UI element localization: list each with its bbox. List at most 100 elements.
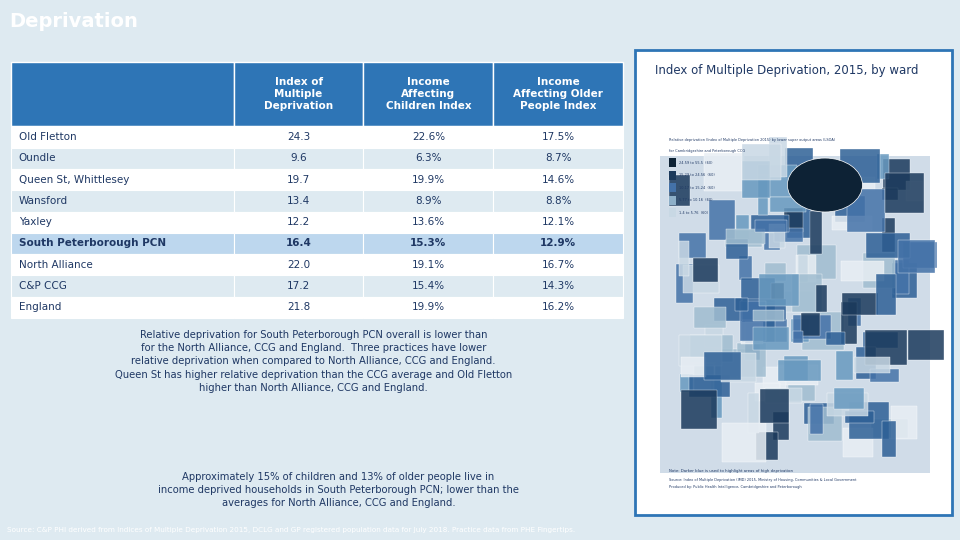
Bar [862,253,895,288]
Bar [809,212,822,254]
Text: Yaxley: Yaxley [19,217,52,227]
Bar [834,388,864,409]
Bar [779,361,821,381]
Bar [669,171,676,180]
Text: 24.3: 24.3 [287,132,310,142]
Bar [756,220,787,232]
Bar [799,255,807,282]
Bar [898,240,935,273]
Bar [493,254,623,275]
Bar [364,147,493,169]
Text: North Alliance: North Alliance [19,260,92,270]
Bar [364,254,493,275]
Text: Income
Affecting
Children Index: Income Affecting Children Index [386,77,471,111]
Text: South Peterborough PCN: South Peterborough PCN [19,239,166,248]
Bar [827,393,869,416]
FancyBboxPatch shape [635,50,951,515]
Text: 8.9%: 8.9% [415,196,442,206]
Text: England: England [19,302,61,313]
Bar [758,274,799,306]
Text: Index of Multiple Deprivation, 2015, by ward: Index of Multiple Deprivation, 2015, by … [655,64,918,77]
Bar [233,126,364,147]
Bar [680,374,692,393]
Bar [493,297,623,318]
Bar [808,407,842,441]
Bar [669,208,676,218]
Text: 19.1%: 19.1% [412,260,444,270]
Bar [364,233,493,254]
Bar [233,275,364,297]
Text: Relative deprivation (Index of Multiple Deprivation 2015) by lower super output : Relative deprivation (Index of Multiple … [669,138,835,142]
Bar [705,325,723,347]
Bar [233,169,364,190]
Text: 6.3%: 6.3% [415,153,442,163]
Bar [845,411,875,423]
Bar [12,190,233,212]
Bar [710,378,722,417]
Bar [833,177,875,190]
Bar [726,239,748,259]
Bar [741,279,775,319]
Text: Approximately 15% of children and 13% of older people live in
income deprived ho: Approximately 15% of children and 13% of… [158,471,519,508]
Bar [840,149,880,183]
Bar [741,322,763,344]
Bar [759,389,789,423]
Bar [827,332,845,345]
Bar [769,224,785,248]
Text: Source: Index of Multiple Deprivation (IMD) 2015, Ministry of Housing, Communiti: Source: Index of Multiple Deprivation (I… [669,478,856,482]
Bar [233,190,364,212]
Bar [753,327,789,350]
Bar [736,343,766,377]
Text: 5.77 to 10.16  (60): 5.77 to 10.16 (60) [680,199,712,202]
Bar [364,297,493,318]
Bar [742,144,781,180]
Bar [735,298,748,312]
Bar [12,169,233,190]
Text: 10.17 to 15.24  (60): 10.17 to 15.24 (60) [680,186,715,190]
Bar [865,330,907,365]
Bar [871,369,899,382]
Bar [708,200,734,240]
Bar [810,404,823,434]
Text: 8.8%: 8.8% [545,196,571,206]
Bar [804,402,834,424]
Bar [493,169,623,190]
Bar [679,335,722,366]
Bar [771,283,784,300]
Bar [841,302,856,344]
Bar [364,212,493,233]
Bar [493,62,623,126]
Text: Old Fletton: Old Fletton [19,132,77,142]
Bar [669,183,676,192]
Bar [660,156,930,473]
Text: 14.3%: 14.3% [541,281,575,291]
Bar [12,212,233,233]
Bar [689,335,732,362]
Bar [779,365,818,384]
Bar [682,357,707,377]
Text: 8.7%: 8.7% [545,153,571,163]
Bar [871,420,907,438]
Text: 21.8: 21.8 [287,302,310,313]
Bar [722,423,766,462]
Bar [843,428,873,457]
Bar [791,319,809,342]
Bar [802,312,844,350]
Text: 16.7%: 16.7% [541,260,575,270]
Bar [694,364,714,395]
Bar [693,258,718,282]
Bar [764,233,780,249]
Bar [493,275,623,297]
Bar [12,254,233,275]
Text: 19.9%: 19.9% [412,302,444,313]
Bar [742,303,776,342]
Bar [876,274,896,315]
Bar [364,62,493,126]
Text: 13.4: 13.4 [287,196,310,206]
Bar [848,298,861,326]
Bar [866,233,910,258]
Bar [876,154,889,179]
Bar [774,228,804,242]
Text: Wansford: Wansford [19,196,68,206]
Bar [669,196,676,205]
